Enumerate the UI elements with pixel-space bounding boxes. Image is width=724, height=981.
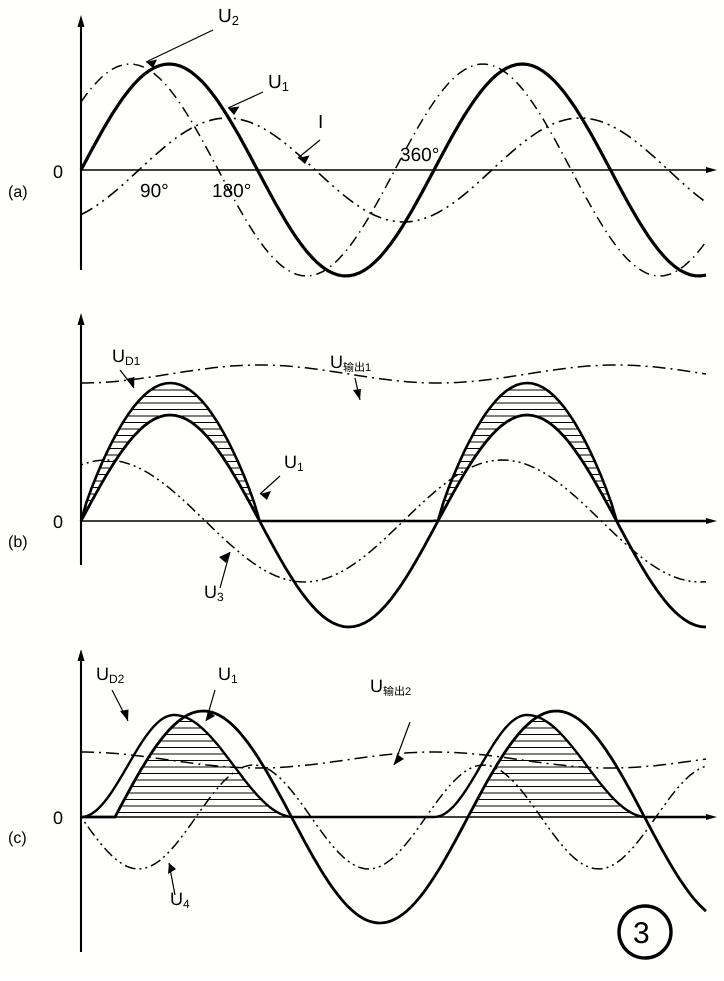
svg-text:3: 3: [633, 917, 650, 950]
